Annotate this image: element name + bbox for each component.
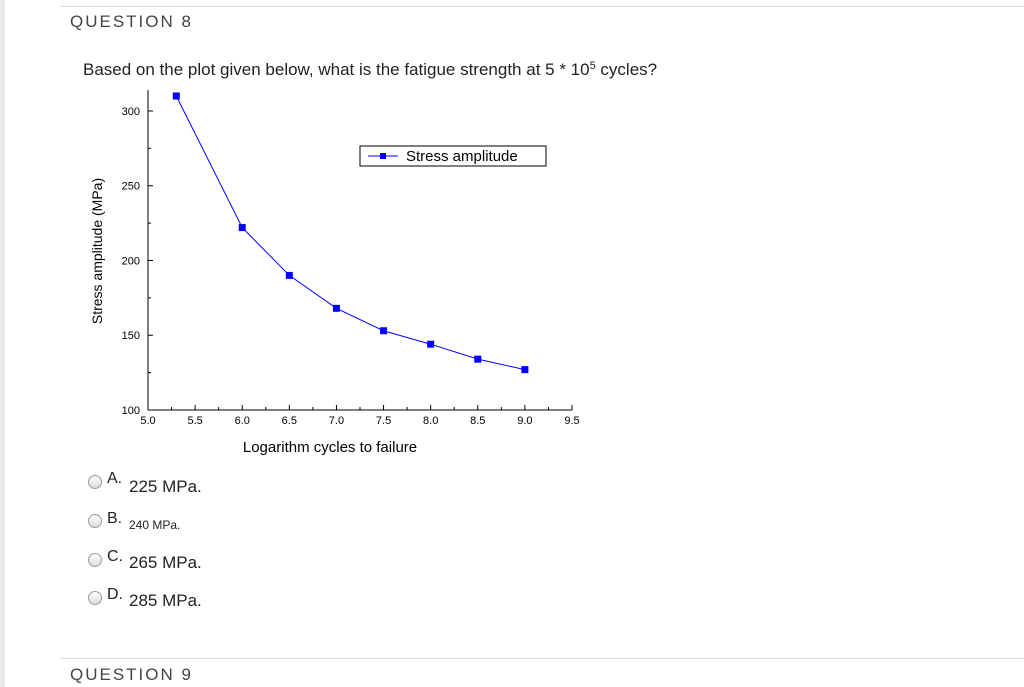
x-tick-label: 5.0 (140, 415, 155, 427)
data-point (474, 355, 482, 363)
option-b-text: 240 MPa. (129, 518, 181, 532)
option-d-text: 285 MPa. (129, 591, 202, 610)
y-tick-label: 200 (122, 255, 140, 267)
data-point (521, 366, 529, 374)
question-8-header: QUESTION 8 (70, 12, 193, 31)
x-tick-label: 7.0 (329, 415, 344, 427)
x-tick-label: 6.5 (282, 415, 297, 427)
fatigue-chart: 5.0 5.5 6.0 6.5 7.0 7.5 8.0 8.5 9.0 9.5 100 150 200 2… (89, 90, 580, 456)
y-tick-label: 100 (122, 405, 140, 417)
option-b-letter: B. (107, 510, 123, 527)
question-text-end: cycles? (595, 60, 658, 79)
option-a-text: 225 MPa. (129, 477, 202, 496)
option-b-radio[interactable] (88, 514, 102, 528)
option-c-radio[interactable] (88, 553, 102, 567)
question-9-header: QUESTION 9 (70, 665, 193, 684)
x-tick-label: 6.0 (235, 415, 250, 427)
y-axis-label: Stress amplitude (MPa) (89, 178, 105, 324)
x-tick-label: 7.5 (376, 415, 391, 427)
question-9-divider (60, 658, 1024, 659)
y-tick-label: 300 (122, 106, 140, 118)
option-d-letter: D. (107, 586, 123, 603)
top-divider (60, 6, 1024, 7)
data-point (285, 271, 293, 279)
data-point (172, 92, 180, 100)
question-text-exponent: 5 (589, 60, 596, 72)
x-tick-label: 9.0 (517, 415, 532, 427)
series-line (175, 95, 525, 371)
legend-marker-swatch (380, 153, 386, 159)
y-tick-label: 150 (122, 330, 140, 342)
option-a-radio[interactable] (88, 475, 102, 489)
x-tick-label: 5.5 (187, 415, 202, 427)
legend-box (359, 145, 547, 167)
option-c-text: 265 MPa. (129, 553, 202, 572)
data-point (427, 340, 435, 348)
x-axis-label: Logarithm cycles to failure (243, 439, 417, 456)
x-tick-label: 8.0 (423, 415, 438, 427)
option-c-letter: C. (107, 548, 123, 565)
option-d-radio[interactable] (88, 591, 102, 605)
legend-label: Stress amplitude (406, 148, 518, 165)
x-tick-label: 8.5 (470, 415, 485, 427)
y-tick-label: 250 (122, 181, 140, 193)
x-tick-label: 9.5 (564, 415, 579, 427)
question-text-main: Based on the plot given below, what is t… (83, 60, 590, 79)
option-a-letter: A. (107, 470, 123, 487)
left-border (0, 0, 5, 687)
data-point (380, 327, 388, 335)
question-8-prompt: Based on the plot given below, what is t… (83, 60, 657, 80)
data-point (332, 304, 340, 312)
data-point (238, 224, 246, 232)
